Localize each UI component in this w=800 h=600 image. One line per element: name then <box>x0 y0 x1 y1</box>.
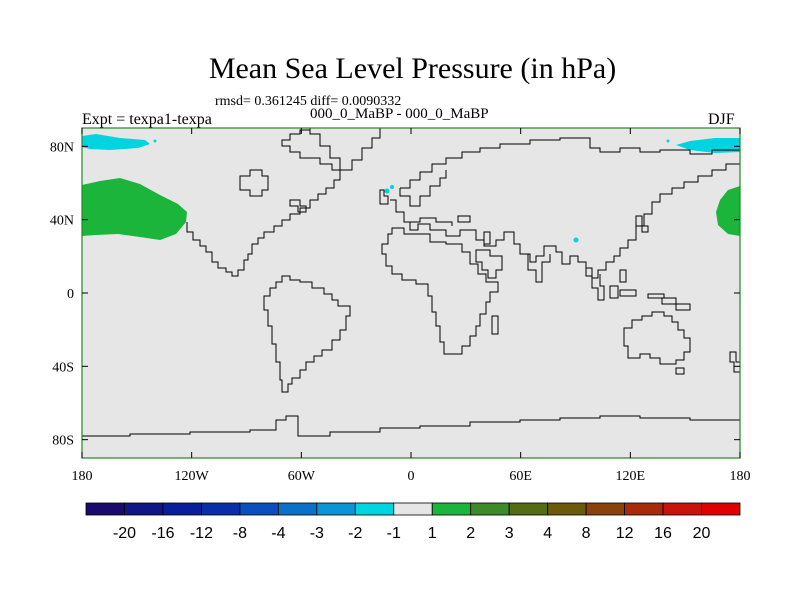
colorbar-swatch <box>354 502 395 516</box>
latitude-axis: 80N 40N 0 40S 80S <box>50 140 740 449</box>
coastline-madagascar <box>491 315 499 335</box>
coastline-caspian <box>483 231 491 245</box>
experiment-line: 000_0_MaBP - 000_0_MaBP <box>310 106 489 122</box>
colorbar-label: 3 <box>505 525 514 542</box>
colorbar-label: 4 <box>543 525 552 542</box>
north-pacific-positive-region <box>82 178 187 240</box>
longitude-tick-label: 120E <box>616 469 646 484</box>
tibet-negative-spot <box>573 237 579 243</box>
longitude-tick-label: 120W <box>175 469 210 484</box>
latitude-tick-label: 80S <box>52 434 74 449</box>
coastline-japan <box>635 215 649 233</box>
latitude-tick-label: 40S <box>52 360 74 375</box>
colorbar-swatch <box>508 502 549 516</box>
colorbar-swatch <box>431 502 472 516</box>
colorbar-swatch <box>547 502 587 516</box>
coastline-antarctica <box>82 415 740 437</box>
colorbar-label: -2 <box>348 525 362 542</box>
colorbar-swatch <box>201 502 241 516</box>
north-atlantic-negative-spot <box>384 188 390 194</box>
colorbar-label: 1 <box>428 525 437 542</box>
colorbar-label: 16 <box>654 525 672 542</box>
colorbar-label: -1 <box>387 525 401 542</box>
colorbar-label: 12 <box>616 525 634 542</box>
coastline-south-america <box>263 275 351 393</box>
longitude-axis: 180 120W 60W 0 60E 120E 180 <box>72 128 751 484</box>
colorbar-label: -4 <box>271 525 285 542</box>
coastline-uk <box>379 189 389 205</box>
coastline-india <box>520 253 551 283</box>
coastline-australia <box>623 311 691 365</box>
north-atlantic-negative-spot <box>390 185 394 189</box>
longitude-tick-label: 180 <box>72 469 93 484</box>
colorbar-label: 20 <box>693 525 711 542</box>
colorbar-swatch <box>393 502 433 516</box>
north-pacific-positive-region-east <box>716 186 740 236</box>
latitude-tick-label: 40N <box>50 214 74 229</box>
stats-text: rmsd= 0.361245 diff= 0.0090332 <box>215 94 402 109</box>
coastline-hudson-bay <box>239 169 269 197</box>
colorbar-label: -8 <box>233 525 247 542</box>
coastline-new-guinea <box>661 297 691 311</box>
season-label: DJF <box>708 111 735 128</box>
colorbar-label: -16 <box>151 525 174 542</box>
map-panel <box>81 127 741 459</box>
colorbar-swatch <box>85 502 125 516</box>
coastlines <box>82 128 741 437</box>
colorbar-label: 2 <box>466 525 475 542</box>
coastline-eurasia <box>390 163 740 279</box>
coastline-tasmania <box>675 367 685 375</box>
colorbar-swatch <box>662 502 702 516</box>
latitude-tick-label: 0 <box>67 287 74 302</box>
experiment-label: Expt = texpa1-texpa <box>82 111 212 128</box>
coastline-africa <box>381 227 499 355</box>
colorbar-swatch <box>277 502 318 516</box>
colorbar-label: 8 <box>582 525 591 542</box>
arctic-west-negative-spot <box>153 139 157 143</box>
longitude-tick-label: 180 <box>730 469 751 484</box>
latitude-tick-label: 80N <box>50 140 74 155</box>
coastline-scandinavia <box>399 170 447 207</box>
colorbar-swatch <box>239 502 279 516</box>
arctic-east-negative-spot <box>666 139 670 143</box>
colorbar-label: -20 <box>113 525 136 542</box>
colorbar-label: -3 <box>310 525 324 542</box>
colorbar-swatch <box>316 502 356 516</box>
longitude-tick-label: 60E <box>509 469 532 484</box>
coastline-indochina <box>578 261 605 301</box>
coastline-north-america <box>186 128 341 277</box>
map-title: Mean Sea Level Pressure (in hPa) <box>208 52 617 85</box>
colorbar-swatch <box>162 502 202 516</box>
coastline-greenland <box>309 128 381 171</box>
coastline-mediterranean <box>406 217 453 226</box>
colorbar-swatch <box>585 502 625 516</box>
colorbar: -20 -16 -12 -8 -4 -3 -2 -1 1 2 3 4 8 12 16 20 <box>85 502 741 542</box>
colorbar-swatch <box>470 502 510 516</box>
colorbar-swatch <box>124 502 164 516</box>
colorbar-swatch <box>701 502 741 516</box>
map-background <box>82 128 740 458</box>
arctic-west-negative-region <box>82 134 150 150</box>
coastline-philippines <box>619 269 627 283</box>
coastline-arabia <box>475 249 503 279</box>
coastline-black-sea <box>457 215 471 223</box>
coastline-great-lakes <box>289 199 307 213</box>
colorbar-label: -12 <box>190 525 213 542</box>
arctic-east-negative-region <box>676 138 740 153</box>
colorbar-swatch <box>624 502 664 516</box>
longitude-tick-label: 0 <box>408 469 415 484</box>
longitude-tick-label: 60W <box>288 469 316 484</box>
coastline-arctic-russia <box>400 137 740 189</box>
